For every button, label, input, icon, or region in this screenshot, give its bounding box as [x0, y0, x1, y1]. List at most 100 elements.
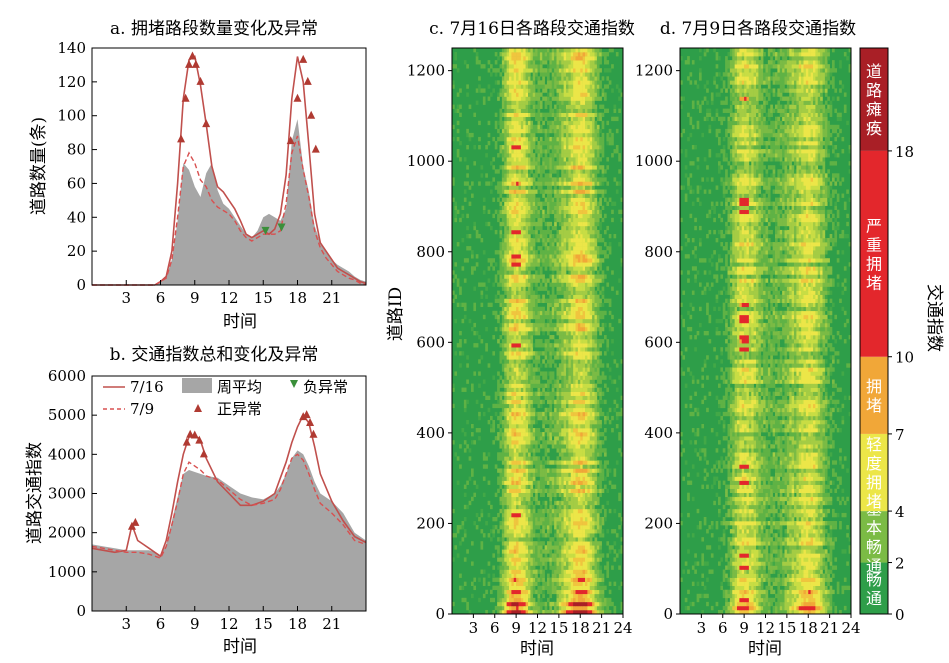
heatmap-cell: [497, 383, 500, 388]
heatmap-cell: [542, 573, 545, 578]
heatmap-cell: [530, 286, 534, 291]
heatmap-cell: [499, 181, 503, 186]
heatmap-cell: [525, 331, 529, 336]
heatmap-cell: [532, 456, 536, 461]
heatmap-cell: [566, 322, 569, 328]
heatmap-cell: [587, 173, 591, 178]
heatmap-cell: [599, 529, 602, 534]
heatmap-cell: [589, 314, 593, 320]
heatmap-cell: [577, 525, 581, 530]
heatmap-cell: [554, 476, 557, 481]
heatmap-cell: [577, 452, 581, 457]
heatmap-cell: [601, 238, 605, 243]
heatmap-cell: [537, 294, 541, 299]
heatmap-cell: [509, 419, 512, 425]
heatmap-cell: [492, 533, 496, 538]
heatmap-cell: [506, 221, 510, 227]
heatmap-cell: [542, 359, 545, 364]
heatmap-cell: [575, 359, 579, 364]
heatmap-cell: [535, 415, 538, 421]
heatmap-cell: [506, 189, 510, 194]
heatmap-cell: [585, 573, 588, 578]
heatmap-cell: [563, 399, 567, 405]
heatmap-cell: [554, 423, 557, 429]
heatmap-cell: [520, 545, 524, 550]
heatmap-cell: [580, 432, 583, 437]
heatmap-cell: [594, 577, 598, 582]
heatmap-cell: [506, 205, 510, 211]
heatmap-cell: [561, 213, 564, 219]
heatmap-cell: [554, 177, 557, 182]
heatmap-cell: [566, 355, 569, 360]
heatmap-cell: [558, 440, 562, 445]
heatmap-cell: [504, 545, 507, 550]
heatmap-cell: [585, 428, 588, 433]
heatmap-cell: [528, 549, 531, 554]
heatmap-cell: [613, 472, 617, 477]
heatmap-cell: [554, 233, 557, 239]
heatmap-cell: [587, 209, 591, 215]
heatmap-cell: [537, 310, 541, 316]
heatmap-cell: [568, 585, 572, 591]
heatmap-cell: [563, 343, 567, 348]
heatmap-cell: [575, 496, 579, 502]
heatmap-cell: [518, 193, 522, 198]
heatmap-cell: [577, 343, 581, 348]
heatmap-cell: [537, 516, 541, 522]
heatmap-cell: [587, 488, 591, 494]
heatmap-cell: [501, 351, 505, 356]
heatmap-cell: [537, 395, 541, 401]
heatmap-cell: [604, 464, 607, 469]
heatmap-cell: [577, 577, 581, 582]
heatmap-cell: [594, 335, 598, 340]
heatmap-cell: [530, 242, 534, 247]
heatmap-cell: [478, 383, 481, 388]
heatmap-cell: [520, 432, 524, 437]
heatmap-cell: [518, 278, 522, 283]
heatmap-cell: [539, 403, 543, 409]
heatmap-cell: [556, 403, 560, 409]
heatmap-cell: [577, 298, 581, 303]
heatmap-cell: [532, 383, 536, 388]
heatmap-cell: [589, 322, 593, 328]
heatmap-cell: [501, 359, 505, 364]
heatmap-cell: [561, 423, 564, 429]
heatmap-cell: [594, 250, 598, 255]
heatmap-cell: [589, 391, 593, 396]
heatmap-cell: [589, 318, 593, 324]
heatmap-cell: [506, 411, 510, 417]
heatmap-cell: [492, 573, 496, 578]
heatmap-cell: [606, 201, 610, 206]
heatmap-cell: [599, 448, 602, 453]
heatmap-cell: [575, 221, 579, 227]
heatmap-cell: [516, 322, 519, 328]
heatmap-cell: [501, 549, 505, 554]
heatmap-cell: [587, 201, 591, 206]
heatmap-cell: [556, 254, 560, 259]
heatmap-cell: [570, 577, 574, 582]
heatmap-cell: [563, 246, 567, 251]
heatmap-cell: [513, 173, 517, 178]
heatmap-cell: [592, 395, 595, 401]
heatmap-cell: [608, 375, 612, 380]
heatmap-cell: [511, 331, 515, 336]
heatmap-cell: [551, 375, 555, 380]
heatmap-cell: [554, 557, 557, 562]
heatmap-cell: [570, 484, 574, 489]
heatmap-cell: [528, 371, 531, 376]
heatmap-cell: [520, 411, 524, 417]
heatmap-cell: [594, 484, 598, 489]
y-tick-label: 4000: [48, 445, 86, 463]
heatmap-cell: [599, 310, 602, 316]
heatmap-cell: [513, 581, 517, 586]
heatmap-cell: [587, 290, 591, 295]
heatmap-cell: [528, 569, 531, 574]
heatmap-cell: [547, 460, 550, 465]
heatmap-cell: [547, 468, 550, 473]
heatmap-cell: [542, 306, 545, 312]
heatmap-cell: [554, 326, 557, 332]
heatmap-cell: [518, 521, 522, 526]
heatmap-cell: [554, 379, 557, 384]
heatmap-cell: [587, 359, 591, 364]
heatmap-cell: [516, 460, 519, 465]
